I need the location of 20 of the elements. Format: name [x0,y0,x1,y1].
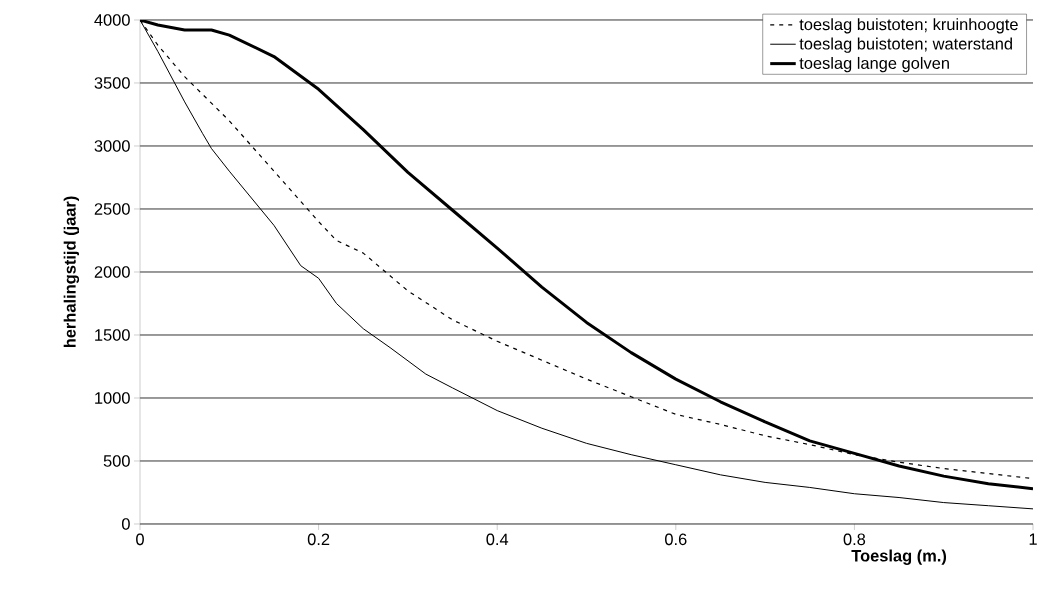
x-tick-label: 0.4 [486,533,509,546]
x-tick-label: 0 [136,533,144,546]
y-tick-label: 500 [103,455,130,467]
x-tick-label: 0.8 [843,533,866,546]
y-axis-title: herhalingstijd (jaar) [63,196,80,348]
x-tick-label: 1 [1029,533,1037,545]
x-tick-label: 0.6 [665,533,687,546]
y-tick-label: 2000 [94,266,130,278]
x-axis-title: Toeslag (m.) [851,549,947,565]
x-tick-label: 0.2 [307,533,330,546]
y-tick-label: 0 [121,518,130,530]
y-tick-label: 1000 [95,392,130,404]
y-tick-label: 2500 [94,203,130,215]
y-tick-label: 1500 [95,329,130,341]
legend-label: toeslag lange golven [799,56,949,73]
y-tick-label: 3500 [94,77,130,89]
legend-label: toeslag buistoten; waterstand [799,37,1012,53]
y-tick-label: 4000 [94,14,130,26]
legend-label: toeslag buistoten; kruinhoogte [799,18,1018,34]
y-tick-label: 3000 [94,140,130,152]
